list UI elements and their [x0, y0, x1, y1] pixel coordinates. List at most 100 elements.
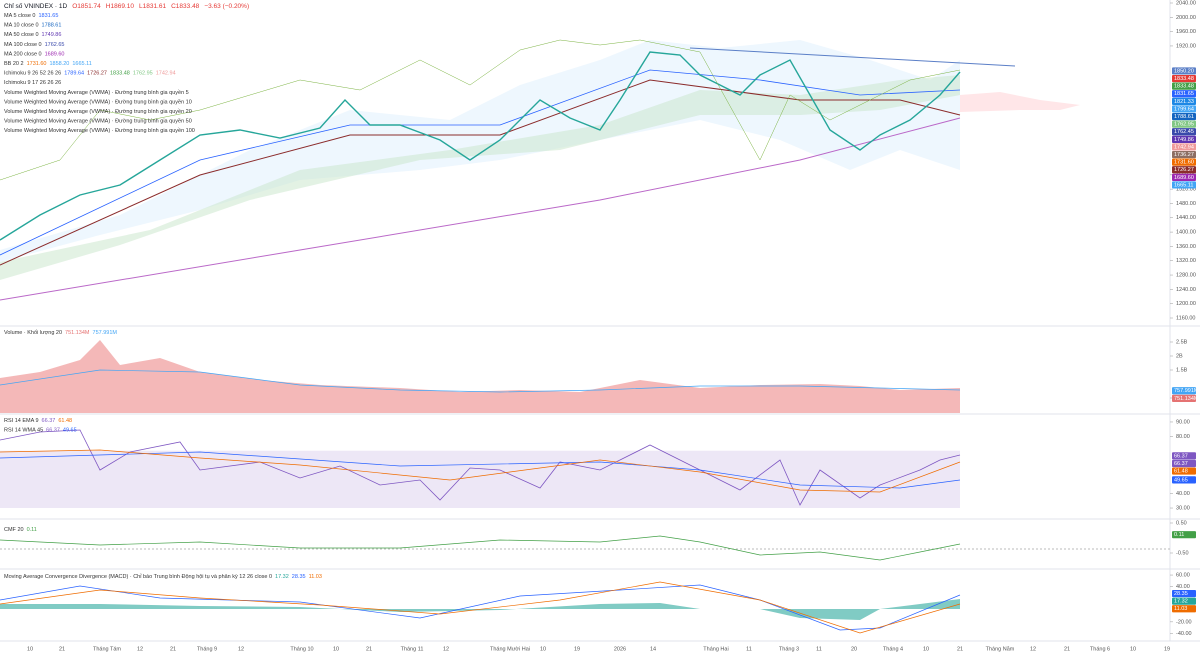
price-badge-label: 1762.45 [1174, 129, 1194, 135]
price-badge-label: 1831.65 [1174, 91, 1194, 97]
price-badge-label: 61.48 [1174, 469, 1188, 475]
legend-entry: Ichimoku 9 17 26 26 26 [4, 81, 61, 87]
x-tick-label: Tháng Mười Hai [490, 646, 530, 652]
legend-label: Volume Weighted Moving Average (VWMA) · … [4, 119, 192, 125]
x-tick-label: 21 [59, 646, 65, 652]
legend-entry: Volume Weighted Moving Average (VWMA) · … [4, 119, 192, 125]
legend-entry: MA 10 close 0 1788.61 [4, 23, 61, 29]
legend-value: 1665.11 [72, 61, 91, 67]
legend-entry: BB 20 2 1731.60 1858.20 1665.11 [4, 61, 92, 67]
price-badge-label: 1742.94 [1174, 144, 1194, 150]
x-tick-label: Tháng 6 [1090, 646, 1110, 652]
legend-value: 17.32 [275, 574, 289, 580]
price-badge [1172, 531, 1196, 539]
y-tick-label: 2B [1176, 353, 1183, 359]
x-tick-label: 12 [443, 646, 449, 652]
legend-entry: MA 5 close 0 1831.65 [4, 13, 58, 19]
legend-entry: RSI 14 EMA 9 66.37 61.48 [4, 418, 72, 424]
x-tick-label: 10 [1130, 646, 1136, 652]
legend-value: 66.37 [46, 428, 60, 434]
y-tick-label: 1400.00 [1176, 230, 1196, 236]
ohlc-value: L1831.61 [139, 3, 166, 10]
y-tick-label: 1440.00 [1176, 215, 1196, 221]
x-tick-label: 20 [851, 646, 857, 652]
x-tick-label: Tháng 10 [290, 646, 313, 652]
y-tick-label: -0.50 [1176, 550, 1189, 556]
y-tick-label: 40.00 [1176, 491, 1190, 497]
price-badge-label: 28.35 [1174, 591, 1188, 597]
legend-entry: Volume Weighted Moving Average (VWMA) · … [4, 129, 195, 135]
legend-label: Ichimoku 9 26 52 26 26 [4, 71, 61, 77]
x-tick-label: 14 [650, 646, 656, 652]
price-badge-label: 1689.60 [1174, 175, 1194, 181]
price-badge [1172, 143, 1196, 151]
price-badge [1172, 82, 1196, 90]
pane-separators [0, 0, 1200, 642]
legend-label: BB 20 2 [4, 61, 24, 67]
legend-value: 1831.65 [39, 13, 59, 19]
legend-label: Moving Average Convergence Divergence (M… [4, 573, 272, 580]
price-badge-label: 757.991M [1174, 388, 1199, 394]
legend-value: 1858.20 [49, 61, 69, 67]
price-badge-label: 66.37 [1174, 461, 1188, 467]
price-badge [1172, 181, 1196, 189]
y-tick-label: 1920.00 [1176, 43, 1196, 49]
legend-label: MA 200 close 0 [4, 52, 42, 58]
x-tick-label: 11 [746, 646, 752, 652]
price-badge [1172, 394, 1196, 402]
legend-value: 757.991M [93, 330, 118, 336]
legend-entry: Moving Average Convergence Divergence (M… [4, 573, 322, 580]
price-badge [1172, 452, 1196, 460]
price-badge [1172, 97, 1196, 105]
legend-label: MA 5 close 0 [4, 13, 36, 19]
x-tick-label: 10 [27, 646, 33, 652]
price-badge [1172, 158, 1196, 166]
y-tick-label: 90.00 [1176, 419, 1190, 425]
legend-value: 1762.65 [45, 42, 65, 48]
x-tick-label: Tháng 3 [779, 646, 799, 652]
y-tick-label: 40.00 [1176, 584, 1190, 590]
price-badge-label: 49.65 [1174, 477, 1188, 483]
legend-value: 1689.60 [45, 52, 65, 58]
y-tick-label: -20.00 [1176, 619, 1192, 625]
price-badge [1172, 387, 1196, 395]
price-badge [1172, 173, 1196, 181]
price-badge [1172, 589, 1196, 598]
y-tick-label: 1360.00 [1176, 244, 1196, 250]
legend-label: Volume Weighted Moving Average (VWMA) · … [4, 109, 192, 115]
price-badge [1172, 105, 1196, 113]
legend-value: 11.03 [309, 574, 322, 580]
price-badge [1172, 120, 1196, 128]
x-tick-label: Tháng 11 [401, 646, 424, 652]
price-badge [1172, 459, 1196, 468]
x-tick-label: 12 [1030, 646, 1036, 652]
price-badge-label: 0.11 [1174, 532, 1184, 538]
legend-entry: Volume Weighted Moving Average (VWMA) · … [4, 100, 192, 106]
x-tick-label: 2026 [614, 646, 626, 652]
legend-value: 49.65 [63, 428, 77, 434]
legend-entry: MA 50 close 0 1749.86 [4, 33, 61, 39]
x-tick-label: 10 [923, 646, 929, 652]
ohlc-value: C1833.48 [171, 3, 200, 10]
legend-label: RSI 14 EMA 9 [4, 418, 39, 424]
ui-layer: Chỉ số VNINDEX · 1D O1851.74 H1869.10 L1831… [4, 0, 1199, 652]
chart-title: Chỉ số VNINDEX · 1D O1851.74 H1869.10 L1831… [4, 1, 249, 10]
price-drawing [0, 39, 1080, 301]
price-badge-label: 1788.61 [1174, 114, 1194, 120]
x-tick-label: 19 [1164, 646, 1170, 652]
legend-value: 28.35 [292, 574, 306, 580]
y-tick-label: -40.00 [1176, 631, 1192, 637]
y-tick-label: 1320.00 [1176, 258, 1196, 264]
price-badge-label: 1731.60 [1174, 160, 1194, 166]
legend-entry: Volume · Khối lượng 20 751.134M 757.991M [4, 330, 117, 336]
price-badge [1172, 112, 1196, 121]
price-badge-label: 1821.33 [1174, 99, 1194, 105]
price-badge [1172, 74, 1196, 83]
price-badge-label: 1665.11 [1174, 182, 1193, 188]
price-badge [1172, 150, 1196, 159]
price-badge [1172, 476, 1196, 484]
legend-value: 1762.95 [133, 71, 153, 77]
y-tick-label: 2.5B [1176, 339, 1188, 345]
legend-entry: RSI 14 WMA 45 66.37 49.65 [4, 428, 77, 434]
price-badge [1172, 67, 1196, 75]
